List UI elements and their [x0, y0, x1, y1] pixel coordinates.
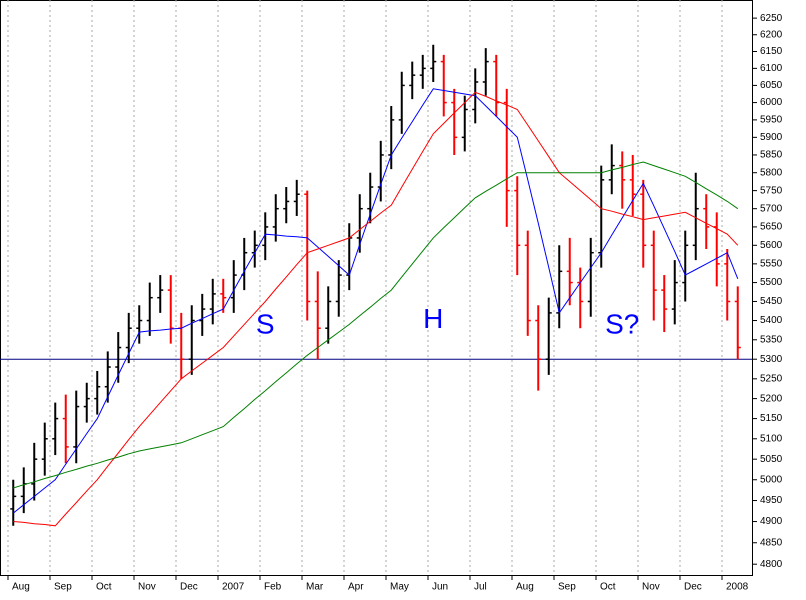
y-tick-label: 5500 — [760, 277, 783, 288]
x-tick-label: Mar — [306, 582, 324, 593]
y-tick-label: 6200 — [760, 29, 783, 40]
y-tick-label: 5800 — [760, 167, 783, 178]
y-tick-label: 5250 — [760, 373, 783, 384]
y-tick-label: 5850 — [760, 150, 783, 161]
x-tick-label: 2007 — [222, 582, 245, 593]
y-tick-label: 5400 — [760, 315, 783, 326]
x-tick-label: 2008 — [726, 582, 749, 593]
y-tick-label: 4950 — [760, 495, 783, 506]
x-tick-label: May — [390, 582, 409, 593]
y-tick-label: 5600 — [760, 240, 783, 251]
x-tick-label: Jun — [432, 582, 448, 593]
x-tick-label: Sep — [54, 582, 72, 593]
x-tick-label: Feb — [264, 582, 282, 593]
y-tick-label: 5100 — [760, 433, 783, 444]
y-tick-label: 5050 — [760, 454, 783, 465]
y-tick-label: 4850 — [760, 537, 783, 548]
y-tick-label: 6250 — [760, 13, 783, 24]
x-tick-label: Oct — [96, 582, 112, 593]
y-tick-label: 6050 — [760, 80, 783, 91]
x-tick-label: Sep — [558, 582, 576, 593]
y-tick-label: 5000 — [760, 474, 783, 485]
x-tick-label: Jul — [474, 582, 487, 593]
y-tick-label: 5550 — [760, 258, 783, 269]
y-tick-label: 6000 — [760, 97, 783, 108]
y-tick-label: 5150 — [760, 413, 783, 424]
plot-frame — [0, 0, 753, 576]
y-tick-label: 4800 — [760, 559, 783, 570]
annotation: S — [256, 309, 275, 340]
y-tick-label: 5650 — [760, 222, 783, 233]
x-tick-label: Nov — [138, 582, 156, 593]
y-tick-label: 5950 — [760, 115, 783, 126]
annotation: H — [423, 303, 443, 334]
x-tick-label: Dec — [684, 582, 702, 593]
x-tick-label: Nov — [642, 582, 660, 593]
moving-average — [12, 88, 739, 514]
annotation: S? — [605, 309, 639, 340]
y-tick-label: 5300 — [760, 354, 783, 365]
x-tick-label: Dec — [180, 582, 198, 593]
x-tick-label: Oct — [600, 582, 616, 593]
y-tick-label: 6100 — [760, 63, 783, 74]
moving-average — [13, 161, 739, 489]
moving-average — [13, 91, 739, 527]
y-tick-label: 5350 — [760, 334, 783, 345]
y-tick-label: 5450 — [760, 296, 783, 307]
y-tick-label: 4900 — [760, 516, 783, 527]
y-tick-label: 5200 — [760, 393, 783, 404]
y-tick-label: 6150 — [760, 46, 783, 57]
x-tick-label: Apr — [348, 582, 364, 593]
y-tick-label: 5700 — [760, 203, 783, 214]
y-tick-label: 5750 — [760, 185, 783, 196]
y-tick-label: 5900 — [760, 132, 783, 143]
x-tick-label: Aug — [516, 582, 534, 593]
x-tick-label: Aug — [12, 582, 30, 593]
